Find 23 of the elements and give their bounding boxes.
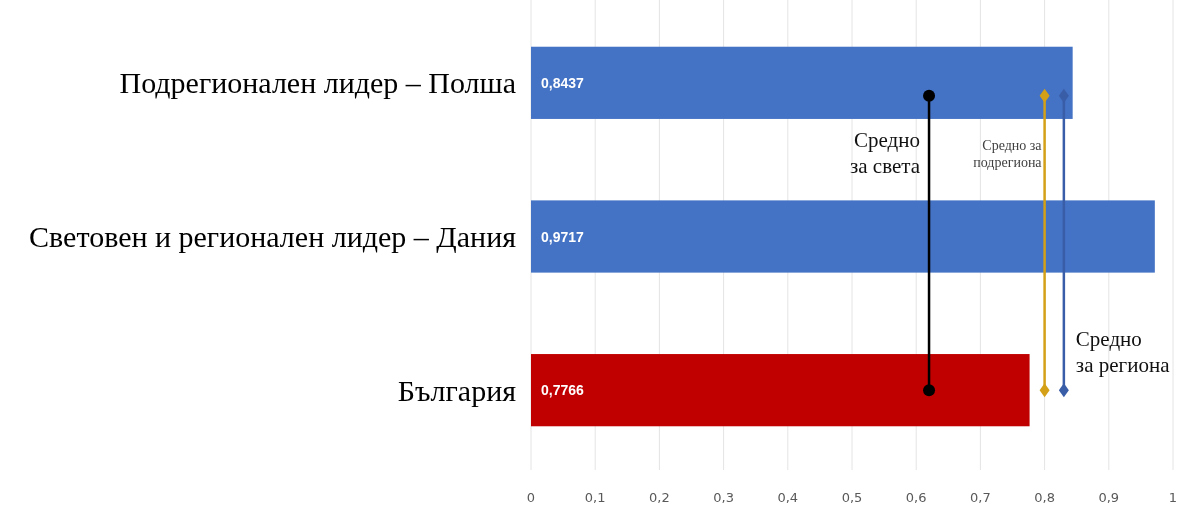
x-tick-label: 0,9 bbox=[1098, 489, 1120, 505]
data-label: 0,9717 bbox=[541, 228, 585, 245]
y-tick-label: Световен и регионален лидер – Дания bbox=[29, 220, 517, 253]
y-tick-label: България bbox=[397, 373, 517, 407]
data-label: 0,7766 bbox=[541, 382, 585, 399]
bar bbox=[531, 200, 1155, 273]
ref-line-label: Средно за региона bbox=[1075, 326, 1171, 377]
x-tick-label: 0,3 bbox=[713, 489, 734, 505]
y-tick-label: Подрегионален лидер – Полша bbox=[119, 66, 516, 100]
bar bbox=[531, 46, 1073, 119]
x-tick-label: 0,7 bbox=[970, 489, 991, 505]
x-tick-label: 0,1 bbox=[584, 489, 606, 505]
x-tick-label: 1 bbox=[1168, 489, 1178, 505]
x-tick-label: 0,2 bbox=[649, 489, 670, 505]
x-tick-label: 0,5 bbox=[841, 489, 863, 505]
ref-line-label: Средно за подрегиона bbox=[973, 137, 1043, 170]
bar bbox=[531, 354, 1030, 427]
x-tick-label: 0,8 bbox=[1034, 489, 1055, 505]
x-tick-label: 0,6 bbox=[905, 489, 927, 505]
x-tick-label: 0 bbox=[526, 489, 536, 505]
x-tick-label: 0,4 bbox=[777, 489, 799, 505]
data-label: 0,8437 bbox=[541, 74, 585, 91]
ref-line-label: Средно за света bbox=[849, 127, 921, 178]
